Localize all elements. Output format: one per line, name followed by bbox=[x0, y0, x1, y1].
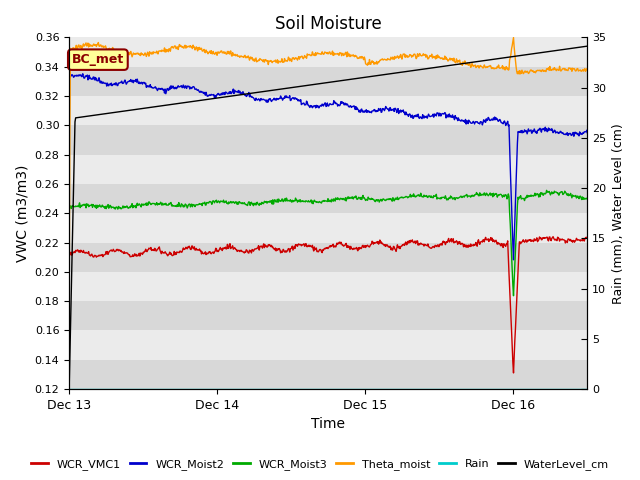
WCR_Moist2 bbox=[459, 118, 467, 123]
Line: WCR_Moist2: WCR_Moist2 bbox=[69, 74, 588, 260]
Theta_moist bbox=[380, 57, 388, 62]
WCR_VMC1 bbox=[380, 242, 388, 248]
Bar bbox=[69, 96, 588, 125]
Bar bbox=[69, 301, 588, 331]
Theta_moist bbox=[97, 42, 105, 48]
WCR_Moist3 bbox=[366, 196, 374, 202]
Theta_moist bbox=[584, 68, 591, 73]
Line: Theta_moist: Theta_moist bbox=[69, 37, 588, 302]
WaterLevel_cm bbox=[380, 72, 388, 78]
WCR_Moist2 bbox=[367, 109, 374, 115]
WaterLevel_cm bbox=[97, 111, 105, 117]
WCR_Moist3 bbox=[65, 204, 73, 210]
Bar bbox=[69, 272, 588, 301]
Theta_moist bbox=[65, 299, 73, 305]
WCR_Moist3 bbox=[584, 195, 591, 201]
WCR_Moist3 bbox=[458, 194, 466, 200]
WCR_Moist3 bbox=[396, 195, 403, 201]
WCR_Moist2 bbox=[584, 131, 591, 136]
Bar bbox=[69, 184, 588, 213]
WCR_VMC1 bbox=[65, 251, 73, 257]
Theta_moist bbox=[458, 62, 466, 68]
Bar bbox=[69, 37, 588, 67]
WCR_Moist3 bbox=[512, 235, 520, 240]
Rain bbox=[584, 386, 591, 392]
Bar bbox=[69, 155, 588, 184]
Theta_moist bbox=[512, 64, 520, 70]
WCR_Moist3 bbox=[509, 293, 517, 299]
WCR_VMC1 bbox=[396, 244, 403, 250]
Bar bbox=[69, 331, 588, 360]
WCR_VMC1 bbox=[512, 311, 520, 317]
Bar bbox=[69, 242, 588, 272]
WaterLevel_cm bbox=[366, 74, 374, 80]
Rain bbox=[65, 386, 73, 392]
Rain bbox=[380, 386, 388, 392]
Theta_moist bbox=[509, 35, 517, 40]
Theta_moist bbox=[396, 53, 403, 59]
WCR_VMC1 bbox=[366, 243, 374, 249]
WCR_Moist3 bbox=[380, 196, 388, 202]
Rain bbox=[396, 386, 403, 392]
Bar bbox=[69, 360, 588, 389]
WCR_Moist3 bbox=[97, 204, 105, 210]
Rain bbox=[97, 386, 105, 392]
WCR_VMC1 bbox=[509, 370, 517, 376]
WCR_Moist2 bbox=[513, 160, 520, 166]
Bar bbox=[69, 67, 588, 96]
WCR_VMC1 bbox=[549, 234, 557, 240]
WaterLevel_cm bbox=[511, 53, 519, 59]
Rain bbox=[458, 386, 466, 392]
WCR_Moist2 bbox=[381, 108, 388, 113]
Title: Soil Moisture: Soil Moisture bbox=[275, 15, 381, 33]
Line: WCR_VMC1: WCR_VMC1 bbox=[69, 237, 588, 373]
WCR_VMC1 bbox=[97, 253, 105, 259]
WaterLevel_cm bbox=[396, 70, 403, 75]
WaterLevel_cm bbox=[65, 386, 73, 392]
X-axis label: Time: Time bbox=[311, 418, 346, 432]
Bar bbox=[69, 213, 588, 242]
WCR_VMC1 bbox=[584, 236, 591, 241]
Rain bbox=[366, 386, 374, 392]
Y-axis label: Rain (mm), Water Level (cm): Rain (mm), Water Level (cm) bbox=[612, 123, 625, 304]
WCR_Moist2 bbox=[65, 75, 73, 81]
WaterLevel_cm bbox=[458, 61, 466, 67]
Text: BC_met: BC_met bbox=[72, 53, 124, 66]
Legend: WCR_VMC1, WCR_Moist2, WCR_Moist3, Theta_moist, Rain, WaterLevel_cm: WCR_VMC1, WCR_Moist2, WCR_Moist3, Theta_… bbox=[27, 455, 613, 474]
Line: WaterLevel_cm: WaterLevel_cm bbox=[69, 46, 588, 389]
Bar bbox=[69, 125, 588, 155]
WCR_Moist2 bbox=[98, 80, 106, 86]
WCR_Moist3 bbox=[543, 188, 550, 193]
WCR_Moist2 bbox=[509, 257, 517, 263]
Line: WCR_Moist3: WCR_Moist3 bbox=[69, 191, 588, 296]
WaterLevel_cm bbox=[584, 43, 591, 49]
Theta_moist bbox=[366, 61, 374, 67]
WCR_VMC1 bbox=[458, 240, 466, 246]
Y-axis label: VWC (m3/m3): VWC (m3/m3) bbox=[15, 165, 29, 262]
WCR_Moist2 bbox=[79, 71, 86, 77]
WCR_Moist2 bbox=[396, 109, 404, 115]
Rain bbox=[511, 386, 519, 392]
